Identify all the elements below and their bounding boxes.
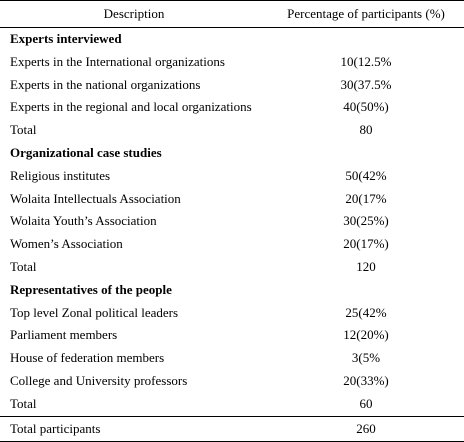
table-row: Parliament members 12(20%) <box>0 324 464 347</box>
grand-total-value: 260 <box>268 415 464 442</box>
subtotal-row: Total 120 <box>0 256 464 279</box>
section-header-row: Representatives of the people <box>0 279 464 302</box>
header-row: Description Percentage of participants (… <box>0 0 464 28</box>
row-label: Top level Zonal political leaders <box>10 304 179 320</box>
section-title: Experts interviewed <box>10 31 122 46</box>
row-value: 20(17% <box>345 190 387 206</box>
table-row: Experts in the national organizations 30… <box>0 74 464 97</box>
row-label: College and University professors <box>10 372 188 388</box>
section-header-row: Experts interviewed <box>0 28 464 51</box>
table-row: Top level Zonal political leaders 25(42% <box>0 302 464 325</box>
table-row: Wolaita Youth’s Association 30(25%) <box>0 210 464 233</box>
row-label: Women’s Association <box>10 236 123 252</box>
row-value: 120 <box>356 258 376 274</box>
row-value: 40(50%) <box>343 99 389 115</box>
subtotal-row: Total 80 <box>0 119 464 142</box>
table-row: Women’s Association 20(17%) <box>0 233 464 256</box>
row-label: Experts in the national organizations <box>10 76 201 92</box>
row-label: House of federation members <box>10 350 165 366</box>
row-label: Experts in the International organizatio… <box>10 53 225 69</box>
row-label: Experts in the regional and local organi… <box>10 99 252 115</box>
table-row: House of federation members 3(5% <box>0 347 464 370</box>
table-row: College and University professors 20(33%… <box>0 370 464 393</box>
section-header-row: Organizational case studies <box>0 142 464 165</box>
section-title: Organizational case studies <box>10 144 162 160</box>
subtotal-row: Total 60 <box>0 393 464 416</box>
table-row: Religious institutes 50(42% <box>0 165 464 188</box>
table-row: Experts in the International organizatio… <box>0 51 464 74</box>
row-value: 10(12.5% <box>340 53 392 69</box>
row-value: 30(37.5% <box>340 76 392 92</box>
column-header-percentage: Percentage of participants (%) <box>268 0 464 28</box>
grand-total-label: Total participants <box>0 415 268 442</box>
row-value: 20(33%) <box>343 372 389 388</box>
column-header-description: Description <box>0 0 268 28</box>
row-value: 30(25%) <box>343 213 389 229</box>
row-value: 20(17%) <box>343 236 389 252</box>
row-value: 60 <box>359 395 373 411</box>
row-value: 25(42% <box>345 304 387 320</box>
row-label: Total <box>10 258 37 274</box>
row-label: Total <box>10 122 37 138</box>
row-label: Parliament members <box>10 327 118 343</box>
row-label: Total <box>10 395 37 411</box>
row-label: Wolaita Intellectuals Association <box>10 190 181 206</box>
table-row: Wolaita Intellectuals Association 20(17% <box>0 188 464 211</box>
row-value: 12(20%) <box>343 327 389 343</box>
row-label: Religious institutes <box>10 167 111 183</box>
section-title: Representatives of the people <box>10 281 172 297</box>
table-row: Experts in the regional and local organi… <box>0 96 464 119</box>
grand-total-row: Total participants 260 <box>0 415 464 442</box>
row-label: Wolaita Youth’s Association <box>10 213 157 229</box>
row-value: 50(42% <box>345 167 387 183</box>
row-value: 80 <box>359 122 373 138</box>
row-value: 3(5% <box>351 350 381 366</box>
